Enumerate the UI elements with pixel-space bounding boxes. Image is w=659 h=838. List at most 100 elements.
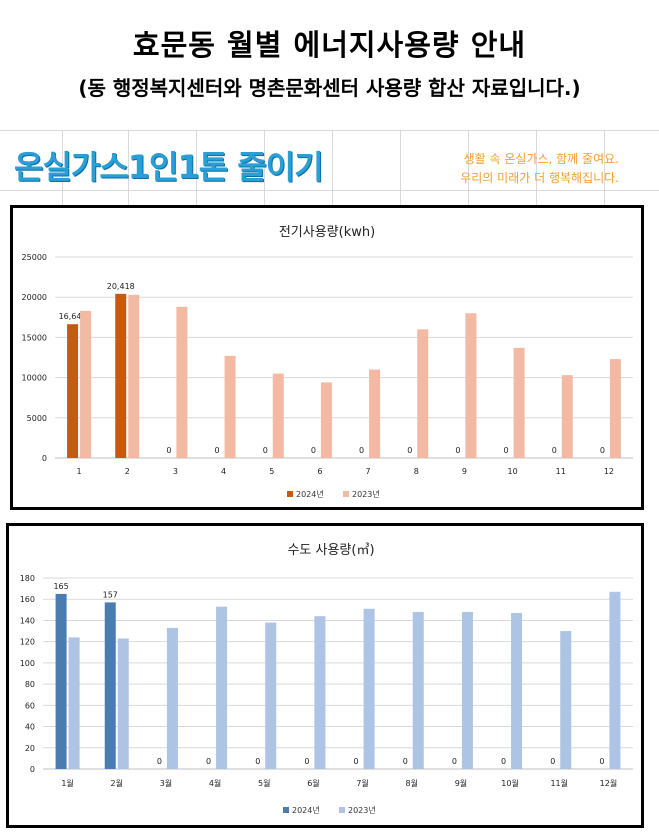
bar — [412, 611, 424, 769]
legend-label: 2024년 — [296, 489, 324, 499]
x-tick-label: 9 — [462, 467, 467, 476]
data-label: 165 — [53, 582, 68, 591]
bar — [417, 329, 429, 458]
water-chart: 수도 사용량(㎥) 0 20 40 60 80 100 120 140 160 180 165 1월 15… — [20, 543, 633, 815]
bar — [216, 606, 228, 769]
data-label: 0 — [552, 446, 557, 455]
data-label: 0 — [504, 446, 509, 455]
x-tick-label: 2 — [125, 467, 130, 476]
electricity-chart: 전기사용량(kwh)050001000015000200002500016,64… — [22, 225, 633, 499]
y-tick-label: 180 — [20, 574, 35, 583]
x-tick-label: 7 — [366, 467, 371, 476]
legend-swatch — [343, 491, 349, 497]
electricity-chart-panel: 전기사용량(kwh) 0 5000 10000 15000 20000 25000 16,64… — [10, 205, 644, 510]
bar — [166, 627, 178, 769]
tagline-line-1: 생활 속 온실가스, 함께 줄여요. — [463, 152, 619, 166]
data-label: 0 — [157, 757, 162, 766]
bar — [55, 593, 67, 769]
y-tick-label: 0 — [30, 765, 35, 774]
page-subtitle: (동 행정복지센터와 명촌문화센터 사용량 합산 자료입니다.) — [78, 76, 581, 100]
legend-label: 2024년 — [292, 805, 320, 815]
y-tick-label: 160 — [20, 595, 35, 604]
data-label: 0 — [166, 446, 171, 455]
water-chart-panel: 수도 사용량(㎥) 0 20 40 60 80 100 120 140 160 180 165 1월 15… — [6, 523, 644, 828]
tagline-line-2: 우리의 미래가 더 행복해집니다. — [460, 171, 619, 185]
sheet-gridline — [0, 190, 659, 191]
data-label: 0 — [215, 446, 220, 455]
data-label: 0 — [407, 446, 412, 455]
data-label: 0 — [311, 446, 316, 455]
data-label: 16,640 — [59, 312, 87, 321]
y-tick-label: 10000 — [22, 374, 47, 383]
y-tick-label: 80 — [25, 680, 35, 689]
bar — [560, 631, 572, 769]
y-tick-label: 5000 — [27, 414, 47, 423]
bar — [104, 602, 116, 769]
data-label: 0 — [263, 446, 268, 455]
bar — [68, 637, 80, 769]
x-tick-label: 2월 — [111, 778, 123, 788]
x-tick-label: 4월 — [209, 778, 221, 788]
data-label: 0 — [550, 757, 555, 766]
bar — [128, 294, 140, 458]
x-tick-label: 3 — [173, 467, 178, 476]
bar — [320, 382, 332, 458]
data-label: 0 — [255, 757, 260, 766]
bar — [117, 638, 129, 769]
legend-swatch — [339, 807, 345, 813]
bar — [115, 293, 127, 458]
x-tick-label: 10 — [507, 467, 517, 476]
data-label: 0 — [403, 757, 408, 766]
data-label: 0 — [206, 757, 211, 766]
bar — [67, 324, 79, 458]
y-tick-label: 25000 — [22, 253, 47, 262]
bar — [80, 310, 92, 458]
x-tick-label: 8월 — [406, 778, 418, 788]
sheet-gridline — [62, 130, 63, 210]
x-tick-label: 6 — [317, 467, 322, 476]
sheet-gridline — [400, 130, 401, 210]
x-tick-label: 9월 — [455, 778, 467, 788]
data-label: 0 — [455, 446, 460, 455]
x-tick-label: 3월 — [160, 778, 172, 788]
bar — [314, 616, 326, 769]
sheet-gridline — [536, 130, 537, 210]
bar — [609, 359, 621, 458]
x-tick-label: 5 — [269, 467, 274, 476]
sheet-gridline — [332, 130, 333, 210]
y-tick-label: 0 — [42, 454, 47, 463]
x-tick-label: 4 — [221, 467, 226, 476]
x-tick-label: 12 — [604, 467, 614, 476]
bar — [176, 306, 188, 458]
bar — [511, 613, 523, 769]
data-label: 0 — [359, 446, 364, 455]
y-tick-label: 140 — [20, 616, 35, 625]
x-tick-label: 7월 — [356, 778, 368, 788]
data-label: 0 — [354, 757, 359, 766]
x-tick-label: 11월 — [550, 778, 568, 788]
x-tick-label: 6월 — [307, 778, 319, 788]
y-tick-label: 120 — [20, 638, 35, 647]
campaign-slogan: 온실가스1인1톤 줄이기 — [14, 148, 324, 186]
x-tick-label: 1월 — [61, 778, 73, 788]
bar — [561, 375, 573, 458]
y-tick-label: 20000 — [22, 293, 47, 302]
legend-label: 2023년 — [352, 489, 380, 499]
data-label: 0 — [304, 757, 309, 766]
x-tick-label: 11 — [556, 467, 566, 476]
legend-label: 2023년 — [348, 805, 376, 815]
data-label: 0 — [599, 757, 604, 766]
bar — [363, 608, 375, 769]
y-tick-label: 15000 — [22, 333, 47, 342]
sheet-gridline — [264, 130, 265, 210]
data-label: 157 — [103, 590, 118, 599]
x-tick-label: 8 — [414, 467, 419, 476]
bar — [609, 591, 621, 769]
y-tick-label: 40 — [25, 723, 35, 732]
sheet-gridline — [0, 130, 659, 131]
chart-title: 전기사용량(kwh) — [279, 225, 375, 240]
bar — [265, 622, 277, 769]
sheet-gridline — [196, 130, 197, 210]
bar — [513, 347, 525, 458]
x-tick-label: 5월 — [258, 778, 270, 788]
